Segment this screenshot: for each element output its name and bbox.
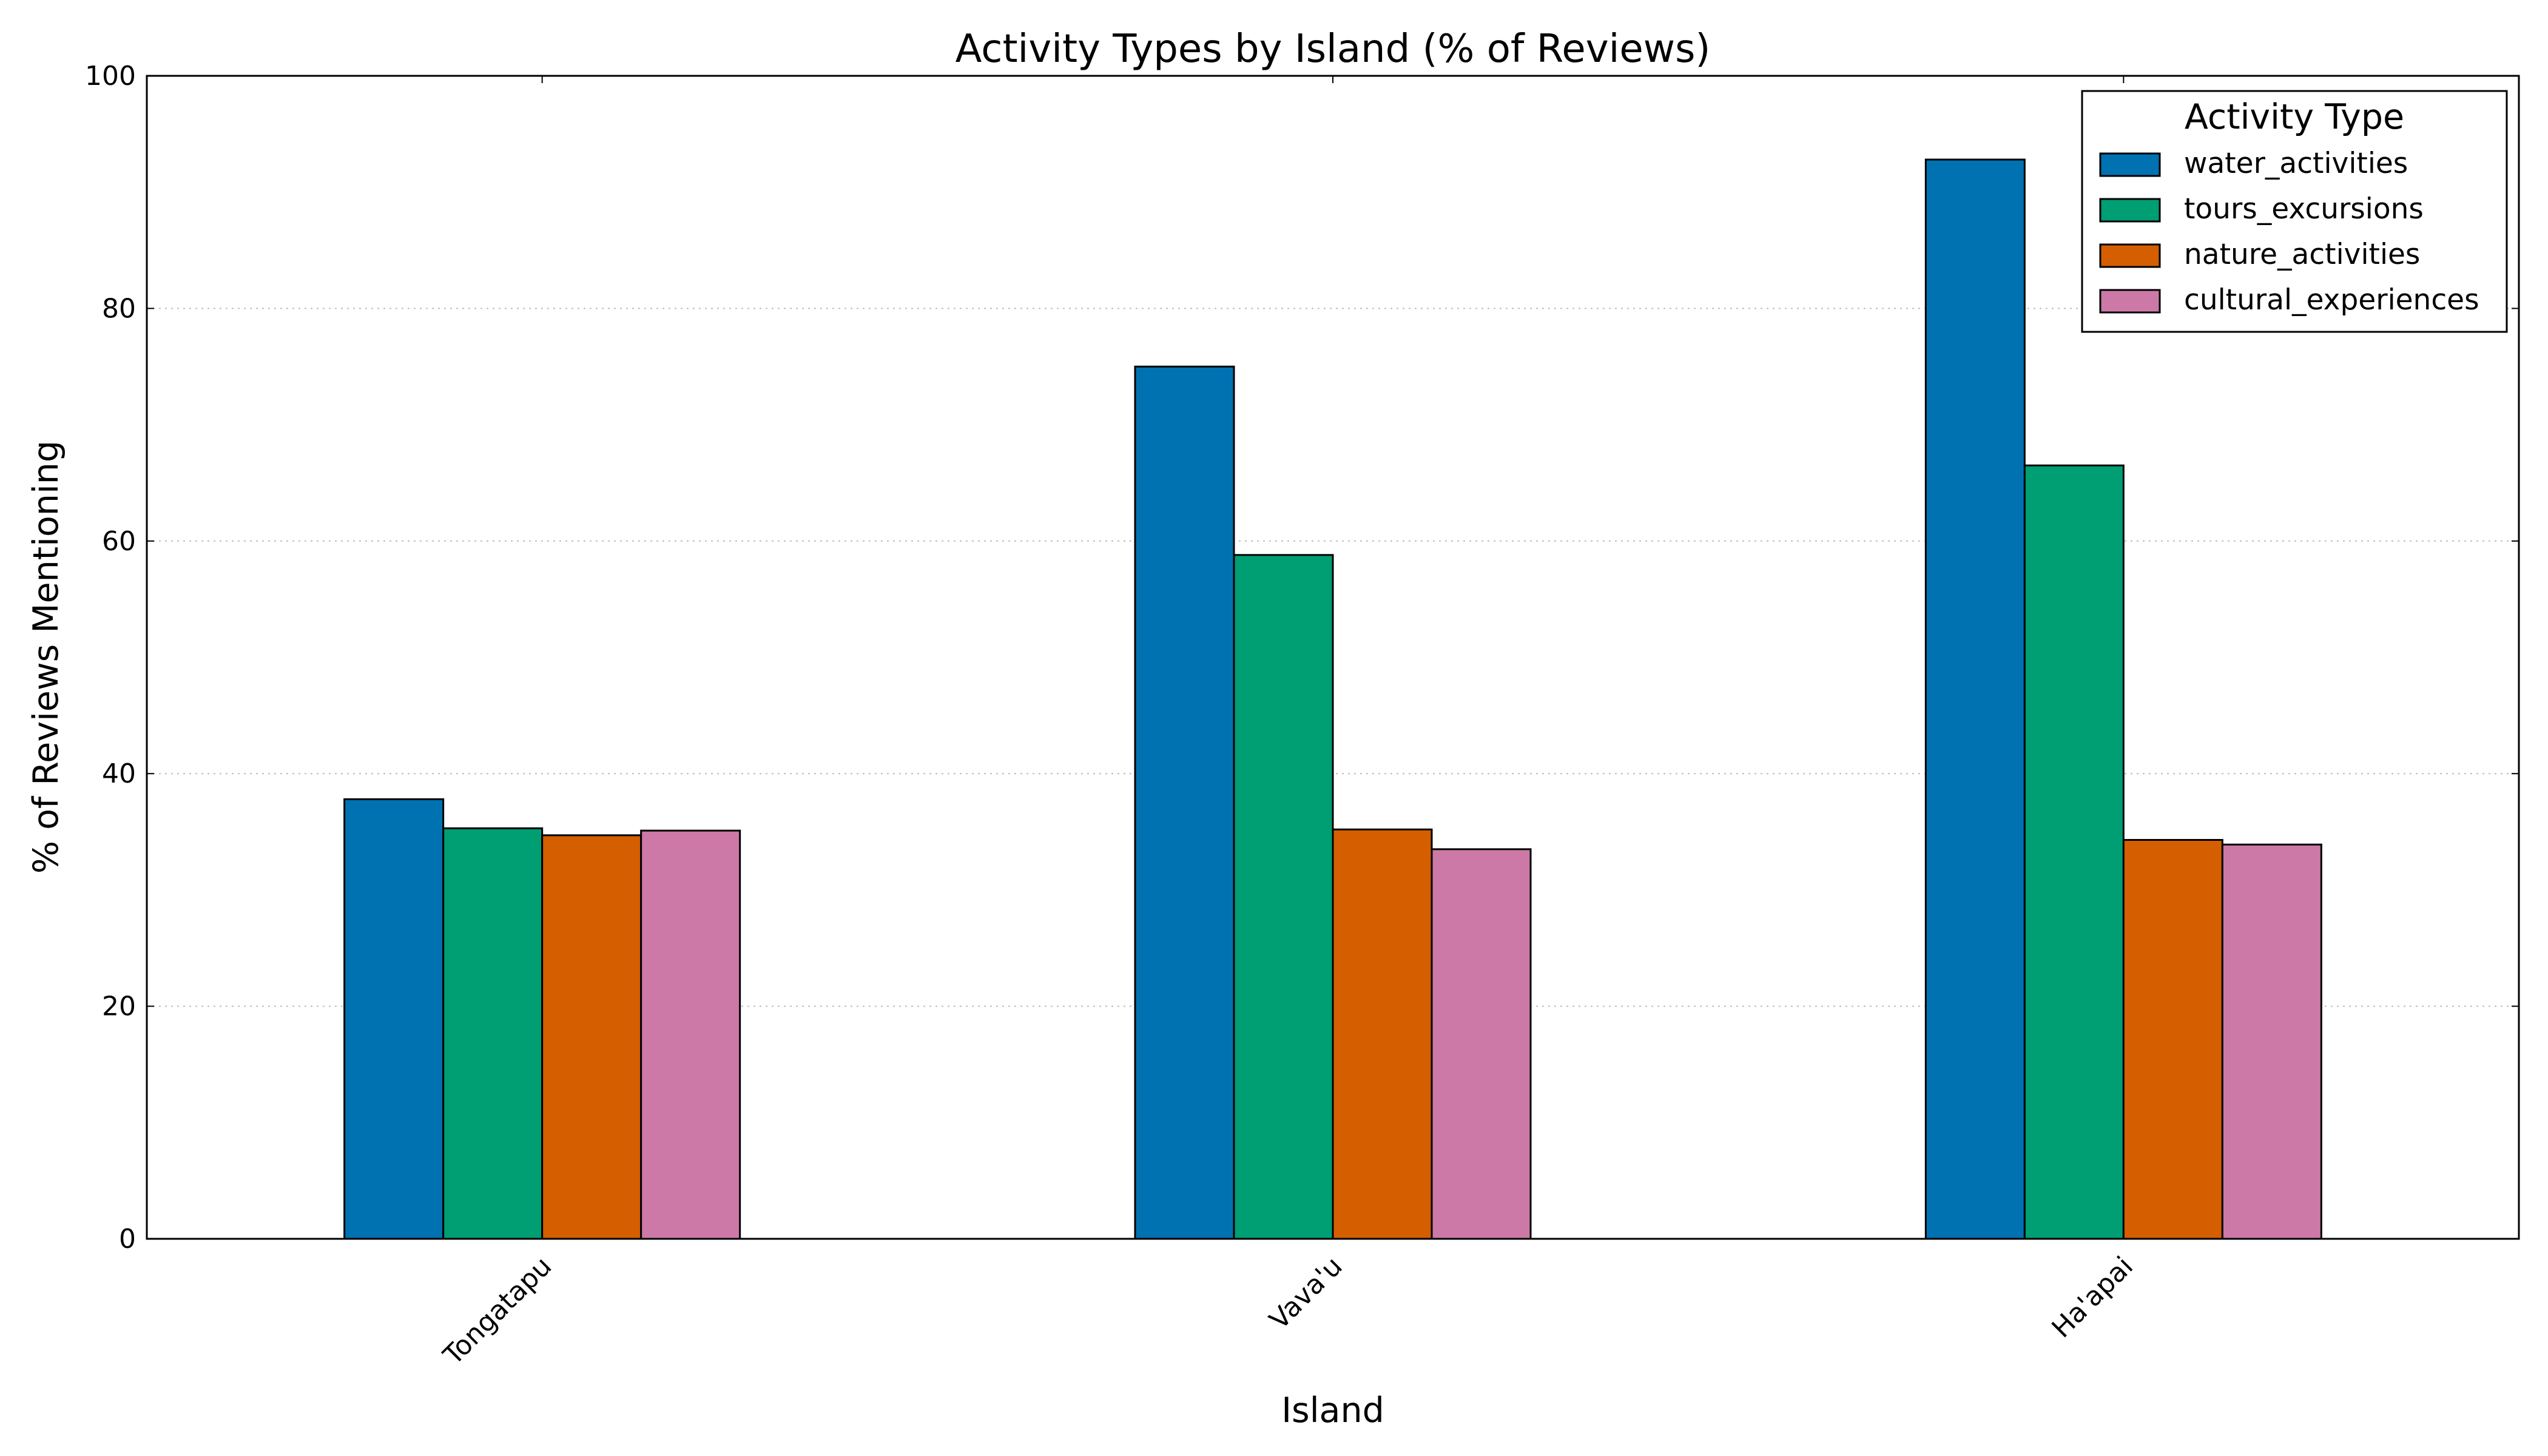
bar-cultural_experiences-1: [1431, 848, 1532, 1240]
legend-label-cultural_experiences: cultural_experiences: [2184, 283, 2479, 317]
bar-nature_activities-1: [1332, 828, 1433, 1240]
legend-swatch-cultural_experiences: [2099, 289, 2161, 314]
y-tick-label: 80: [102, 293, 136, 324]
bar-cultural_experiences-0: [640, 829, 741, 1240]
legend-swatch-tours_excursions: [2099, 198, 2161, 223]
x-axis-label: Island: [1281, 1390, 1384, 1431]
y-axis-label: % of Reviews Mentioning: [26, 440, 66, 874]
legend-swatch-nature_activities: [2099, 243, 2161, 268]
chart-title: Activity Types by Island (% of Reviews): [956, 27, 1711, 72]
y-tick-label: 20: [102, 991, 136, 1022]
bar-water_activities-2: [1924, 158, 2026, 1240]
legend: Activity Type water_activities tours_excu…: [2081, 90, 2508, 333]
legend-swatch-water_activities: [2099, 152, 2161, 177]
bar-nature_activities-2: [2122, 838, 2223, 1240]
y-tick-label: 0: [119, 1224, 136, 1255]
bars: [343, 158, 2322, 1240]
bar-water_activities-0: [343, 798, 445, 1240]
bar-tours_excursions-2: [2023, 464, 2125, 1240]
legend-label-nature_activities: nature_activities: [2184, 238, 2420, 271]
y-tick-label: 40: [102, 758, 136, 789]
bar-tours_excursions-1: [1233, 554, 1334, 1240]
legend-label-tours_excursions: tours_excursions: [2184, 192, 2424, 226]
y-tick-label: 100: [85, 61, 136, 92]
bar-water_activities-1: [1134, 365, 1235, 1240]
legend-title: Activity Type: [2185, 97, 2404, 137]
y-tick-label: 60: [102, 526, 136, 557]
bar-nature_activities-0: [541, 834, 642, 1240]
bar-tours_excursions-0: [442, 827, 544, 1240]
bar-cultural_experiences-2: [2221, 843, 2322, 1240]
legend-label-water_activities: water_activities: [2184, 147, 2408, 180]
